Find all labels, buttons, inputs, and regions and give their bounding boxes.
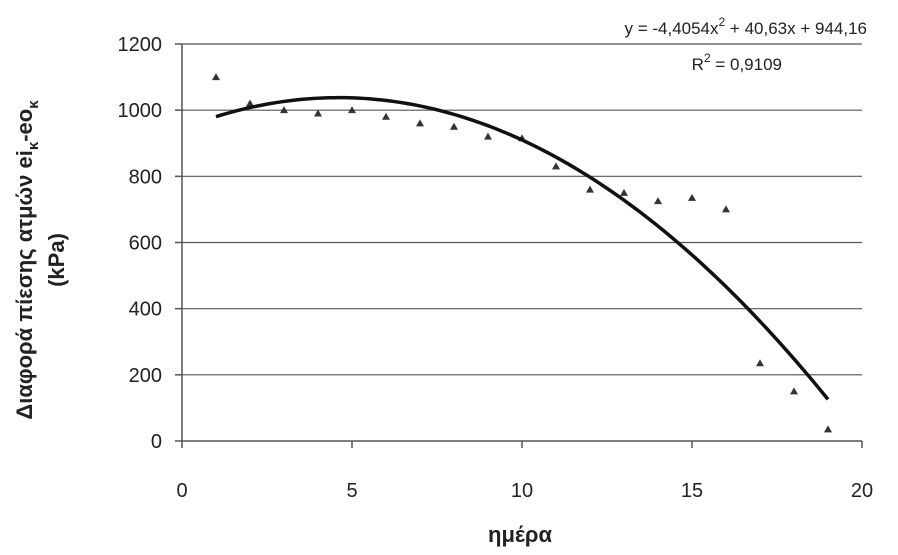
data-point — [450, 122, 458, 130]
data-point — [824, 425, 832, 433]
grid-lines — [182, 43, 862, 376]
y-tick-label-1200: 1200 — [118, 34, 163, 56]
x-tick-label-15: 15 — [681, 480, 703, 502]
x-tick-label-5: 5 — [346, 480, 357, 502]
data-point — [688, 193, 696, 201]
data-point — [484, 132, 492, 140]
data-point — [552, 162, 560, 170]
data-point — [212, 73, 220, 81]
data-point — [382, 112, 390, 120]
x-tick-label-0: 0 — [176, 480, 187, 502]
y-tick-label-200: 200 — [129, 365, 162, 387]
data-point — [416, 119, 424, 127]
y-tick-label-1000: 1000 — [118, 100, 163, 122]
data-point — [620, 188, 628, 196]
axes — [175, 43, 863, 448]
x-tick-label-20: 20 — [851, 480, 873, 502]
y-axis-title: Διαφορά πίεσης ατμών eiκ-eoκ (kPa) — [12, 100, 69, 420]
data-point — [586, 185, 594, 193]
data-point — [722, 205, 730, 213]
x-axis-title: ημέρα — [488, 522, 552, 547]
y-tick-label-600: 600 — [129, 233, 162, 255]
trendline — [215, 95, 830, 401]
data-point — [348, 106, 356, 114]
svg-text:(kPa): (kPa) — [44, 233, 69, 287]
trend-equation: y = -4,4054x2 + 40,63x + 944,16 — [624, 15, 867, 38]
y-tick-labels: 0 200 400 600 800 1000 1200 — [118, 34, 163, 453]
data-point — [654, 197, 662, 205]
x-tick-label-10: 10 — [511, 480, 533, 502]
data-points — [212, 73, 832, 433]
data-point — [790, 387, 798, 395]
y-tick-label-800: 800 — [129, 166, 162, 188]
svg-text:Διαφορά πίεσης ατμών eiκ-eoκ: Διαφορά πίεσης ατμών eiκ-eoκ — [12, 100, 42, 420]
data-point — [756, 359, 764, 367]
trend-r-squared: R2 = 0,9109 — [692, 51, 782, 74]
y-tick-label-400: 400 — [129, 299, 162, 321]
y-tick-label-0: 0 — [151, 431, 162, 453]
data-point — [246, 99, 254, 107]
data-point — [314, 109, 322, 117]
x-tick-labels: 0 5 10 15 20 — [176, 480, 873, 502]
data-point — [280, 106, 288, 114]
